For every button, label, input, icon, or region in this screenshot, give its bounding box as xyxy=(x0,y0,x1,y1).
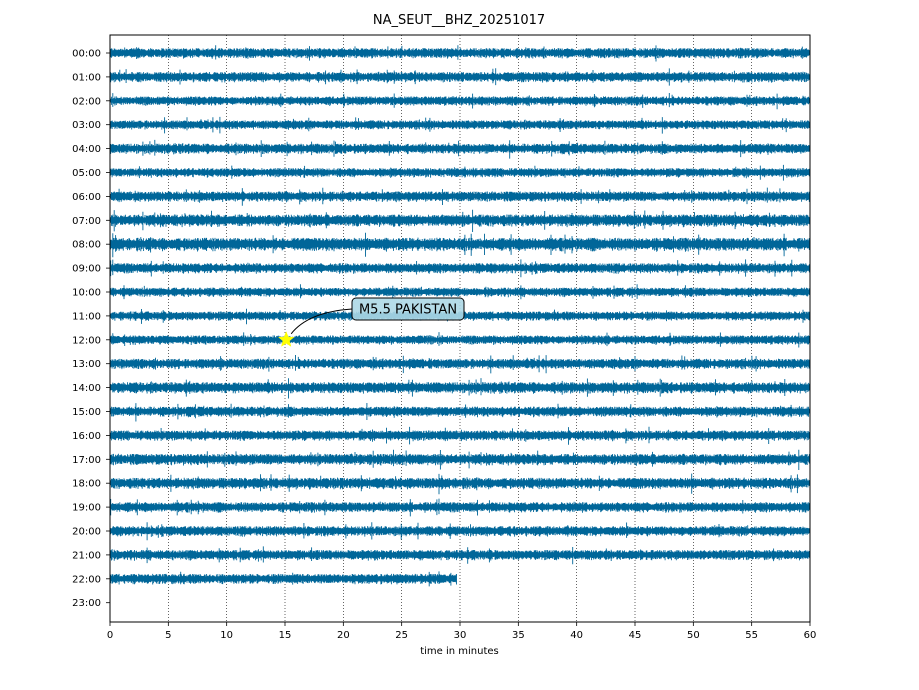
y-tick-label: 00:00 xyxy=(72,49,101,60)
y-tick-label: 19:00 xyxy=(72,503,101,514)
trace-0600 xyxy=(109,187,810,206)
x-tick-label: 55 xyxy=(745,630,758,641)
y-tick-label: 21:00 xyxy=(72,550,101,561)
trace-0100 xyxy=(109,68,810,86)
y-tick-label: 08:00 xyxy=(72,240,101,251)
y-tick-label: 23:00 xyxy=(72,598,101,609)
trace-2200 xyxy=(109,571,457,587)
trace-0500 xyxy=(109,164,810,181)
trace-1000 xyxy=(109,284,810,300)
trace-2100 xyxy=(109,546,810,565)
x-tick-label: 10 xyxy=(220,630,233,641)
trace-0000 xyxy=(109,45,810,62)
x-tick-label: 45 xyxy=(629,630,642,641)
event-label-box xyxy=(351,297,465,321)
y-tick-label: 07:00 xyxy=(72,216,101,227)
x-tick-label: 35 xyxy=(512,630,525,641)
trace-0300 xyxy=(109,116,810,134)
y-tick-label: 05:00 xyxy=(72,168,101,179)
x-tick-label: 0 xyxy=(107,630,113,641)
trace-0700 xyxy=(109,209,810,232)
x-tick-label: 60 xyxy=(804,630,817,641)
y-tick-label: 04:00 xyxy=(72,144,101,155)
x-tick-label: 50 xyxy=(687,630,700,641)
x-tick-label: 20 xyxy=(337,630,350,641)
trace-1900 xyxy=(109,498,810,517)
x-axis-label: time in minutes xyxy=(420,646,499,657)
event-label: M5.5 PAKISTAN xyxy=(359,303,457,318)
chart-title: NA_SEUT__BHZ_20251017 xyxy=(373,13,545,28)
y-tick-label: 13:00 xyxy=(72,359,101,370)
y-tick-label: 20:00 xyxy=(72,527,101,538)
y-tick-label: 01:00 xyxy=(72,72,101,83)
trace-1200 xyxy=(109,332,810,348)
event-connector xyxy=(290,308,353,335)
x-tick-label: 40 xyxy=(570,630,583,641)
y-tick-label: 12:00 xyxy=(72,335,101,346)
y-tick-label: 14:00 xyxy=(72,383,101,394)
y-tick-label: 18:00 xyxy=(72,479,101,490)
trace-0800 xyxy=(109,232,810,258)
trace-0900 xyxy=(109,259,810,278)
y-tick-label: 22:00 xyxy=(72,574,101,585)
trace-1700 xyxy=(109,449,810,470)
y-tick-label: 15:00 xyxy=(72,407,101,418)
y-tick-label: 03:00 xyxy=(72,120,101,131)
y-tick-label: 09:00 xyxy=(72,264,101,275)
y-tick-label: 16:00 xyxy=(72,431,101,442)
trace-1300 xyxy=(109,355,810,374)
y-tick-label: 06:00 xyxy=(72,192,101,203)
y-tick-label: 02:00 xyxy=(72,96,101,107)
trace-0400 xyxy=(109,139,810,159)
trace-1800 xyxy=(109,473,810,495)
trace-1500 xyxy=(109,403,810,422)
y-tick-label: 10:00 xyxy=(72,288,101,299)
trace-2000 xyxy=(109,522,810,541)
y-tick-label: 17:00 xyxy=(72,455,101,466)
x-tick-label: 30 xyxy=(454,630,467,641)
x-tick-label: 15 xyxy=(279,630,292,641)
trace-1400 xyxy=(109,378,810,399)
plot-area: 0 5 10 15 20 25 30 35 40 45 50 55 60 00:00 01:00 02:00 0… xyxy=(72,34,817,641)
event-star-marker xyxy=(277,331,295,347)
y-tick-label: 11:00 xyxy=(72,311,101,322)
x-tick-label: 25 xyxy=(395,630,408,641)
trace-0200 xyxy=(109,93,810,110)
x-tick-label: 5 xyxy=(165,630,171,641)
trace-1600 xyxy=(109,426,810,445)
